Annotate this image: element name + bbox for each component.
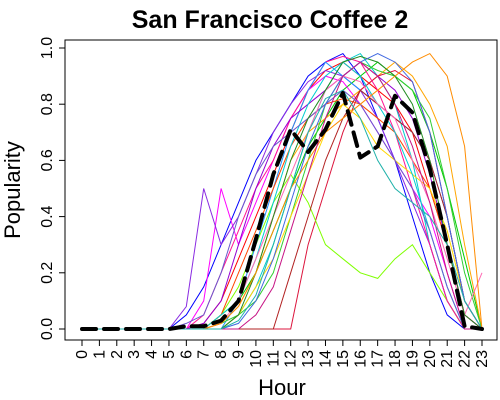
y-axis: 0.0 0.2 0.4 0.6 0.8 1.0 xyxy=(39,37,66,340)
x-tick-label-19: 19 xyxy=(404,350,421,368)
series-line-9 xyxy=(82,173,482,330)
x-tick-label-10: 10 xyxy=(248,350,265,368)
x-tick-label-3: 3 xyxy=(126,350,143,359)
series-line-6 xyxy=(82,52,482,330)
x-tick-label-23: 23 xyxy=(474,350,491,368)
x-tick-label-12: 12 xyxy=(283,350,300,368)
x-tick-label-4: 4 xyxy=(144,350,161,359)
series-line-10 xyxy=(82,55,482,330)
x-tick-label-20: 20 xyxy=(422,350,439,368)
chart-title: San Francisco Coffee 2 xyxy=(132,6,408,34)
series-line-20 xyxy=(82,55,483,330)
x-tick-label-17: 17 xyxy=(370,350,387,368)
x-tick-label-6: 6 xyxy=(178,350,195,359)
x-tick-label-14: 14 xyxy=(317,350,334,368)
y-tick-label-2: 0.4 xyxy=(39,205,56,227)
x-tick-label-15: 15 xyxy=(335,350,352,368)
y-axis-label: Popularity xyxy=(0,141,25,239)
x-tick-label-21: 21 xyxy=(439,350,456,368)
x-tick-label-18: 18 xyxy=(387,350,404,368)
x-tick-label-11: 11 xyxy=(265,350,282,367)
y-tick-label-4: 0.8 xyxy=(39,93,56,115)
series-line-22 xyxy=(82,52,483,330)
x-tick-label-0: 0 xyxy=(74,350,91,359)
mean-line xyxy=(80,91,484,331)
y-tick-label-1: 0.2 xyxy=(39,262,56,284)
x-tick-label-1: 1 xyxy=(91,350,108,359)
x-tick-label-5: 5 xyxy=(161,350,178,359)
x-axis-label: Hour xyxy=(258,375,306,400)
mean-layer xyxy=(80,91,484,331)
x-axis: 0 1 2 3 4 5 6 7 8 9 10 11 12 13 14 15 16 17 18 19 20 21 22 23 xyxy=(74,339,491,368)
y-tick-label-0: 0.0 xyxy=(39,318,56,340)
x-tick-label-2: 2 xyxy=(109,350,126,359)
y-tick-label-5: 1.0 xyxy=(39,37,56,59)
y-tick-label-3: 0.6 xyxy=(39,149,56,171)
series-line-21 xyxy=(82,53,483,330)
series-line-2 xyxy=(82,52,482,330)
x-tick-label-9: 9 xyxy=(231,350,248,359)
x-tick-label-22: 22 xyxy=(457,350,474,368)
x-tick-label-8: 8 xyxy=(213,350,230,359)
x-tick-label-16: 16 xyxy=(352,350,369,368)
x-tick-label-7: 7 xyxy=(196,350,213,359)
x-tick-label-13: 13 xyxy=(300,350,317,368)
series-layer xyxy=(82,52,483,330)
